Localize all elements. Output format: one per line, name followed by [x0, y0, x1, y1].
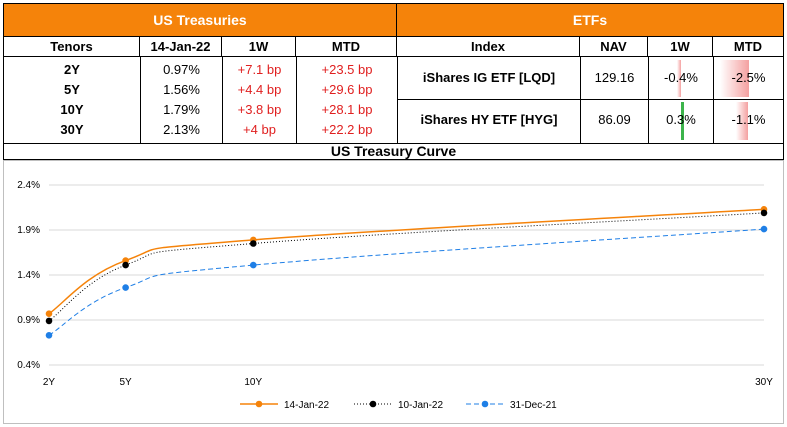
data-point	[760, 225, 768, 233]
w1-2y: +7.1 bp	[237, 61, 282, 77]
w1-5y: +4.4 bp	[237, 81, 282, 97]
yield-5y: 1.56%	[163, 81, 200, 97]
y-tick-label: 0.9%	[17, 315, 40, 326]
col-tenors: Tenors	[4, 37, 140, 56]
mtd-5y: +29.6 bp	[321, 81, 373, 97]
tenor-5y: 5Y	[64, 81, 80, 97]
col-1w: 1W	[222, 37, 296, 56]
legend-label: 14-Jan-22	[284, 400, 329, 411]
data-point	[249, 261, 257, 269]
etf-lqd-nav: 129.16	[594, 69, 635, 85]
tenor-10y: 10Y	[60, 101, 84, 117]
etf-lqd-name: iShares IG ETF [LQD]	[422, 69, 556, 85]
etf-lqd-mtd: -2.5%	[731, 69, 766, 85]
etf-hyg-nav: 86.09	[598, 111, 631, 127]
w1-30y: +4 bp	[243, 121, 276, 137]
tenor-2y: 2Y	[64, 61, 80, 77]
yield-30y: 2.13%	[163, 121, 200, 137]
summary-table: US Treasuries ETFs Tenors 14-Jan-22 1W M…	[3, 3, 784, 144]
etf-hyg-1w: 0.3%	[666, 111, 696, 127]
x-tick-label: 2Y	[43, 377, 56, 388]
series-line-10-Jan-22	[48, 212, 765, 322]
yield-2y: 0.97%	[163, 61, 200, 77]
etfs-header: ETFs	[397, 4, 783, 37]
etf-lqd-mtd-bar	[719, 60, 749, 97]
w1-10y: +3.8 bp	[237, 101, 282, 117]
data-point	[249, 240, 257, 247]
data-point	[45, 317, 53, 325]
y-tick-label: 2.4%	[17, 180, 40, 191]
tenor-30y: 30Y	[60, 121, 84, 137]
mtd-2y: +23.5 bp	[321, 61, 373, 77]
legend-marker	[481, 400, 489, 408]
etf-lqd-1w-bar	[676, 60, 681, 97]
x-tick-label: 10Y	[244, 377, 262, 388]
data-point	[122, 261, 129, 269]
data-point	[45, 310, 53, 317]
col-etf-1w: 1W	[648, 37, 713, 56]
etf-hyg-mtd-bar	[735, 102, 749, 140]
data-point	[760, 209, 768, 217]
chart-svg: 0.4% 0.9% 1.4% 1.9% 2.4% 2Y 5Y 10Y 30Y 14-Jan-22 1…	[17, 180, 773, 411]
yield-10y: 1.79%	[163, 101, 200, 117]
etf-hyg-1w-bar	[681, 102, 685, 140]
etf-hyg-name: iShares HY ETF [HYG]	[420, 111, 558, 127]
legend-marker	[369, 400, 377, 408]
y-tick-label: 1.9%	[17, 225, 40, 236]
legend-marker	[255, 400, 263, 408]
etf-hyg-mtd: -1.1%	[731, 111, 766, 127]
mtd-10y: +28.1 bp	[321, 101, 373, 117]
legend-label: 31-Dec-21	[510, 400, 557, 411]
x-tick-label: 5Y	[119, 377, 132, 388]
col-etf-mtd: MTD	[733, 39, 763, 54]
mtd-30y: +22.2 bp	[321, 121, 373, 137]
col-mtd: MTD	[296, 37, 397, 56]
col-index: Index	[397, 37, 580, 56]
col-date: 14-Jan-22	[140, 37, 222, 56]
y-tick-label: 0.4%	[17, 360, 40, 371]
data-point	[122, 284, 129, 291]
series-line-31-Dec-21	[48, 228, 765, 336]
data-point	[45, 332, 53, 339]
legend-label: 10-Jan-22	[398, 400, 443, 411]
etf-lqd-1w: -0.4%	[664, 69, 698, 85]
col-nav: NAV	[580, 37, 648, 56]
column-header-row: Tenors 14-Jan-22 1W MTD Index NAV 1W MTD	[4, 37, 783, 57]
us-treasuries-header: US Treasuries	[4, 4, 397, 37]
curve-title: US Treasury Curve	[3, 142, 784, 160]
treasury-curve-chart: 0.4% 0.9% 1.4% 1.9% 2.4% 2Y 5Y 10Y 30Y 14-Jan-22 1…	[3, 160, 784, 424]
x-tick-label: 30Y	[755, 377, 773, 388]
y-tick-label: 1.4%	[17, 270, 40, 281]
series-line-14-Jan-22	[48, 208, 765, 315]
